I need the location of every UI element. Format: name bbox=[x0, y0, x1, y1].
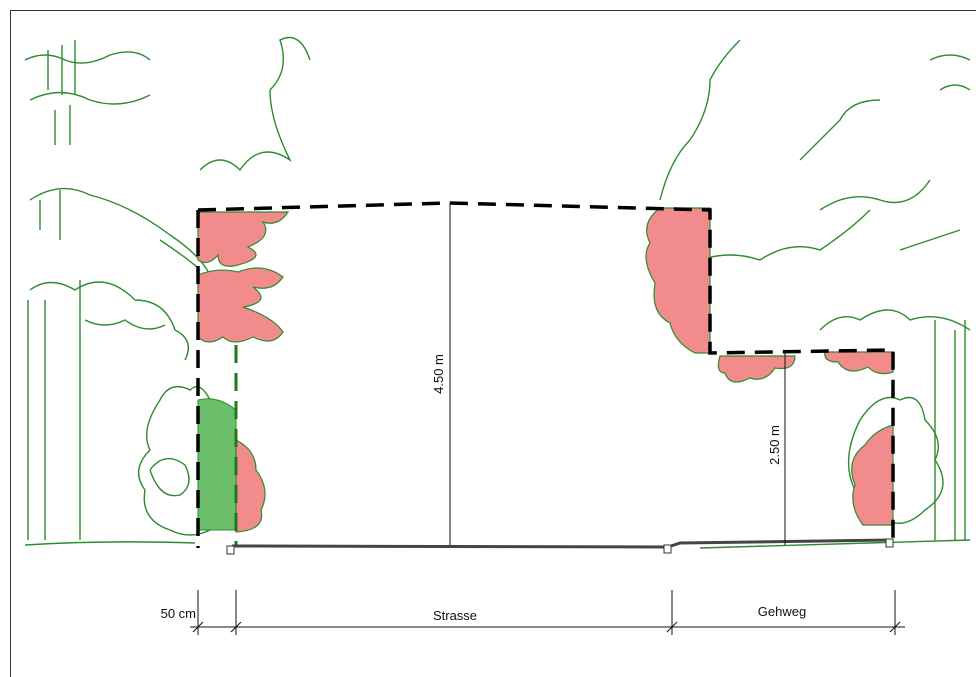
clearance-label: 50 cm bbox=[161, 606, 196, 621]
conflict bbox=[197, 211, 290, 267]
conflict bbox=[717, 355, 796, 383]
height-label: 4.50 m bbox=[431, 354, 446, 394]
curb bbox=[885, 538, 894, 548]
conflict bbox=[824, 351, 894, 375]
trees-left bbox=[24, 36, 311, 546]
clearance-profile bbox=[197, 201, 895, 540]
height-label: 2.50 m bbox=[767, 425, 782, 465]
tree-green bbox=[197, 398, 237, 531]
conflict bbox=[235, 439, 266, 533]
zone-label: Strasse bbox=[433, 608, 477, 623]
dimension-ticks bbox=[192, 590, 901, 635]
curb bbox=[663, 544, 672, 554]
frame bbox=[10, 10, 976, 677]
conflict bbox=[851, 424, 894, 526]
conflict bbox=[645, 207, 711, 354]
curb bbox=[226, 545, 235, 555]
zone-label: Gehweg bbox=[758, 604, 806, 619]
conflict bbox=[197, 267, 284, 343]
